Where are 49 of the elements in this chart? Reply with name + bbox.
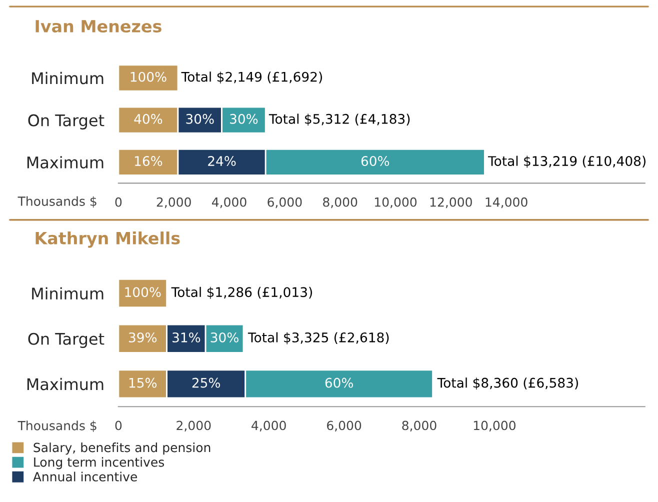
x-tick-label: 8,000: [323, 197, 358, 208]
category-label: Maximum: [27, 156, 104, 168]
category-label: Minimum: [32, 287, 104, 300]
annotation: 30%: [210, 332, 238, 342]
total-label: Total $2,149 (£1,692): [181, 72, 322, 84]
category-label: Minimum: [32, 72, 104, 84]
annotation: 16%: [134, 156, 162, 166]
bar: [118, 278, 168, 308]
x-axis-title: Thousands $: [18, 196, 96, 208]
x-tick-label: 4,000: [212, 197, 246, 208]
annotation: 15%: [129, 378, 157, 388]
total-label: Total $8,360 (£6,583): [437, 378, 578, 390]
x-tick-label: 0: [115, 197, 122, 207]
x-tick-label: 6,000: [327, 420, 362, 432]
legend-label: Long term incentives: [34, 457, 164, 470]
x-tick-label: 8,000: [402, 420, 436, 432]
total-label: Total $5,312 (£4,183): [268, 114, 410, 126]
annotation: 24%: [208, 156, 236, 166]
x-tick-label: 12,000: [430, 197, 472, 208]
x-tick-label: 0: [115, 420, 122, 430]
total-label: Total $1,286 (£1,013): [171, 286, 312, 299]
total-label: Total $13,219 (£10,408): [488, 156, 646, 168]
annotation: 25%: [192, 378, 220, 388]
chart-title: Kathryn Mikells: [36, 232, 180, 248]
category-label: On Target: [28, 114, 104, 130]
legend-label: Annual incentive: [32, 472, 137, 482]
annotation: 30%: [186, 114, 214, 124]
annotation: 60%: [361, 156, 390, 166]
bar: [118, 64, 179, 92]
annotation: 30%: [230, 114, 258, 124]
legend-label: Salary, benefits and pension: [34, 442, 210, 455]
x-tick-label: 10,000: [374, 197, 417, 208]
x-tick-label: 4,000: [252, 420, 286, 432]
category-label: Maximum: [27, 378, 104, 390]
x-tick-label: 2,000: [176, 420, 211, 432]
chart-title: Ivan Menezes: [36, 20, 162, 33]
annotation: 39%: [128, 332, 157, 342]
total-label: Total $3,325 (£2,618): [248, 332, 389, 344]
annotation: 60%: [325, 378, 354, 388]
annotation: 31%: [172, 332, 200, 342]
annotation: 40%: [134, 114, 162, 124]
x-tick-label: 6,000: [268, 197, 302, 208]
x-axis-title: Thousands $: [18, 420, 96, 432]
x-tick-label: 14,000: [486, 197, 528, 208]
annotation: 100%: [130, 72, 166, 82]
x-tick-label: 2,000: [156, 197, 191, 208]
x-tick-label: 10,000: [474, 420, 516, 432]
category-label: On Target: [28, 332, 104, 348]
annotation: 100%: [125, 287, 161, 298]
